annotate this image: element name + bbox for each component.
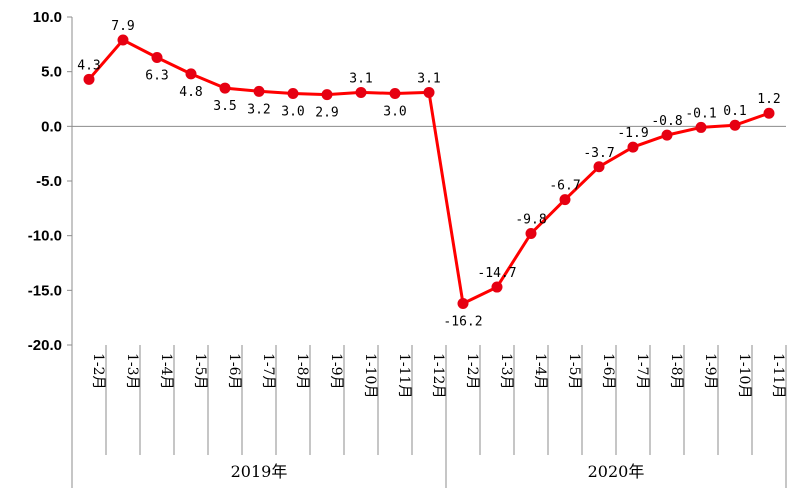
data-point bbox=[253, 85, 265, 97]
axes bbox=[67, 16, 787, 488]
data-points bbox=[83, 34, 775, 309]
data-point bbox=[525, 227, 537, 239]
data-label: -3.7 bbox=[583, 146, 614, 161]
group-label: 2020年 bbox=[588, 462, 645, 481]
category-label: 1-3月 bbox=[498, 353, 514, 390]
data-label: 7.9 bbox=[111, 19, 134, 34]
data-labels: 4.3 7.9 6.3 4.8 3.5 3.2 3.0 2.9 3.1 3.0 3.1 -16.2 -1… bbox=[77, 19, 780, 329]
y-tick-label: -10.0 bbox=[28, 228, 62, 245]
data-point bbox=[423, 86, 435, 98]
category-label: 1-8月 bbox=[668, 353, 684, 390]
data-point bbox=[593, 161, 605, 173]
data-point bbox=[661, 129, 673, 141]
data-point bbox=[321, 89, 333, 101]
y-tick-label: -15.0 bbox=[28, 282, 62, 299]
data-point bbox=[219, 82, 231, 94]
data-label: 3.1 bbox=[417, 71, 440, 86]
category-label: 1-2月 bbox=[464, 353, 480, 390]
category-label: 1-5月 bbox=[566, 353, 582, 390]
y-tick-label: 0.0 bbox=[41, 118, 62, 135]
data-label: 3.0 bbox=[383, 105, 406, 120]
category-label: 1-4月 bbox=[532, 353, 548, 390]
data-label: 3.5 bbox=[213, 99, 236, 114]
data-point bbox=[185, 68, 197, 80]
x-axis-category-labels: 1-2月 1-3月 1-4月 1-5月 1-6月 1-7月 1-8月 1-9月 1-10月 1-1… bbox=[90, 353, 786, 398]
category-label: 1-6月 bbox=[226, 353, 242, 390]
data-point bbox=[763, 107, 775, 119]
y-tick-label: -20.0 bbox=[28, 337, 62, 354]
data-label: 4.8 bbox=[179, 85, 202, 100]
x-axis-group-labels: 2019年 2020年 bbox=[231, 462, 645, 481]
data-label: 4.3 bbox=[77, 58, 100, 73]
category-label: 1-9月 bbox=[702, 353, 718, 390]
data-label: -6.7 bbox=[549, 179, 580, 194]
data-point bbox=[83, 73, 95, 85]
category-label: 1-12月 bbox=[430, 353, 446, 398]
y-tick-label: -5.0 bbox=[36, 173, 62, 190]
y-axis-tick-labels: 10.0 5.0 0.0 -5.0 -10.0 -15.0 -20.0 bbox=[28, 9, 62, 354]
data-point bbox=[627, 141, 639, 153]
category-label: 1-5月 bbox=[192, 353, 208, 390]
data-point bbox=[559, 194, 571, 206]
category-label: 1-3月 bbox=[124, 353, 140, 390]
y-tick-label: 5.0 bbox=[41, 64, 62, 81]
y-tick-label: 10.0 bbox=[33, 9, 62, 26]
data-label: 2.9 bbox=[315, 106, 338, 121]
data-label: -9.8 bbox=[515, 212, 546, 227]
data-label: -16.2 bbox=[443, 314, 482, 329]
data-point bbox=[729, 119, 741, 131]
category-label: 1-9月 bbox=[328, 353, 344, 390]
data-label: 3.1 bbox=[349, 71, 372, 86]
category-label: 1-7月 bbox=[260, 353, 276, 390]
data-label: 1.2 bbox=[757, 92, 780, 107]
data-point bbox=[695, 121, 707, 133]
data-label: -14.7 bbox=[477, 266, 516, 281]
group-label: 2019年 bbox=[231, 462, 288, 481]
category-label: 1-11月 bbox=[770, 353, 786, 398]
data-label: -1.9 bbox=[617, 126, 648, 141]
data-point bbox=[151, 51, 163, 63]
data-point bbox=[355, 86, 367, 98]
data-point bbox=[117, 34, 129, 46]
data-label: 3.0 bbox=[281, 105, 304, 120]
data-label: -0.8 bbox=[651, 114, 682, 129]
category-label: 1-8月 bbox=[294, 353, 310, 390]
category-label: 1-10月 bbox=[736, 353, 752, 398]
data-point bbox=[389, 88, 401, 100]
data-label: 0.1 bbox=[723, 104, 746, 119]
category-label: 1-4月 bbox=[158, 353, 174, 390]
category-label: 1-11月 bbox=[396, 353, 412, 398]
category-label: 1-6月 bbox=[600, 353, 616, 390]
category-label: 1-7月 bbox=[634, 353, 650, 390]
data-label: -0.1 bbox=[685, 106, 716, 121]
data-point bbox=[491, 281, 503, 293]
category-label: 1-2月 bbox=[90, 353, 106, 390]
data-point bbox=[287, 88, 299, 100]
category-label: 1-10月 bbox=[362, 353, 378, 398]
data-point bbox=[457, 297, 469, 309]
data-label: 6.3 bbox=[145, 68, 168, 83]
data-label: 3.2 bbox=[247, 102, 270, 117]
